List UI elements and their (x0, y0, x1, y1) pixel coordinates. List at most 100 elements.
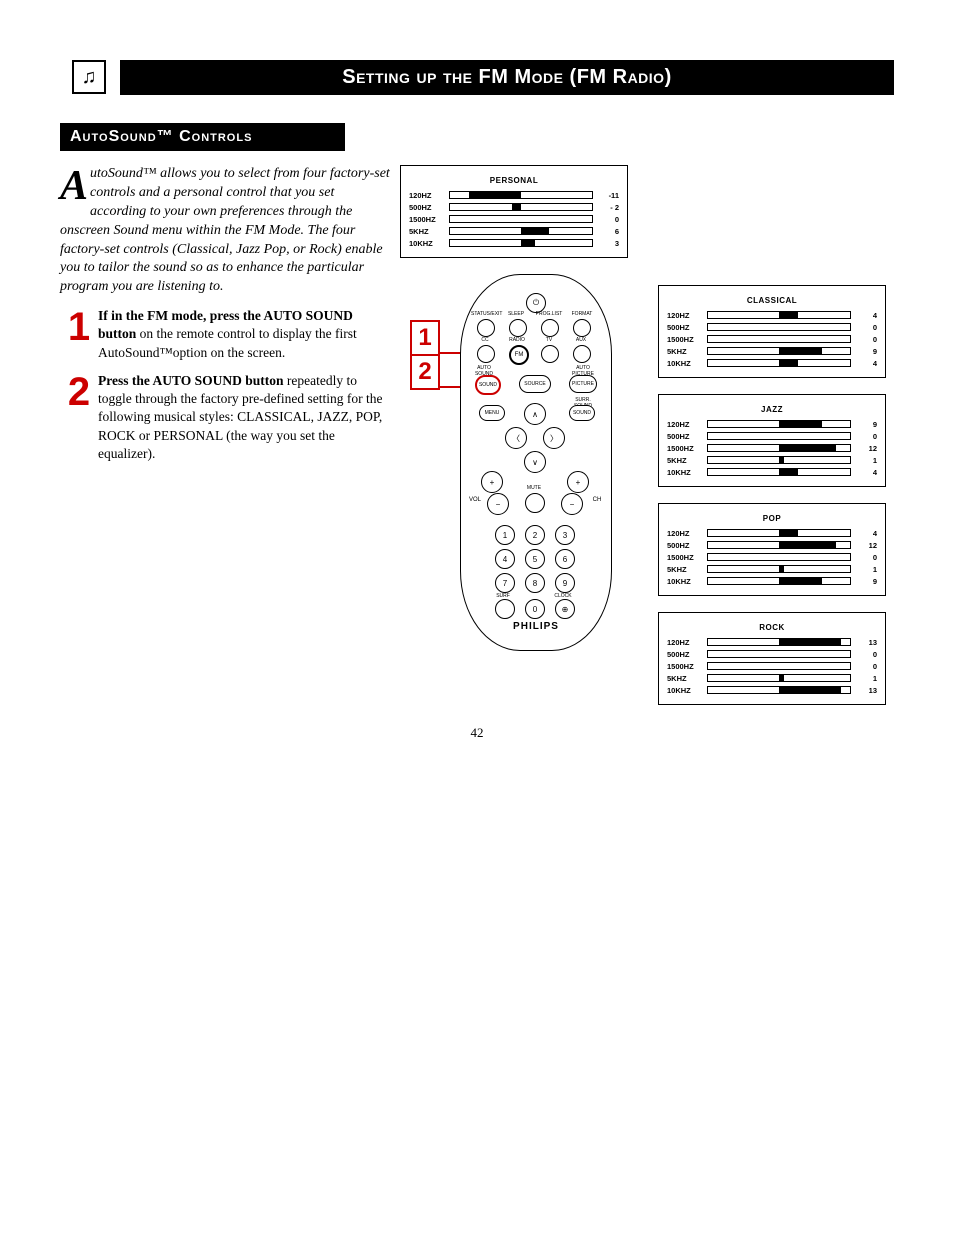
digit-3-button[interactable]: 3 (555, 525, 575, 545)
eq-bar-track (707, 468, 851, 476)
digit-6-button[interactable]: 6 (555, 549, 575, 569)
statusexit-button[interactable] (477, 319, 495, 337)
eq-value: 6 (597, 227, 619, 236)
eq-freq-label: 10KHZ (667, 468, 703, 477)
eq-bar-fill (779, 445, 836, 451)
vol-up-button[interactable]: + (481, 471, 503, 493)
label-aux: AUX (571, 337, 591, 343)
eq-freq-label: 500HZ (409, 203, 445, 212)
eq-row: 120HZ9 (667, 418, 877, 430)
digit-7-button[interactable]: 7 (495, 573, 515, 593)
surrsound-button[interactable]: SOUND (569, 405, 595, 421)
digit-9-button[interactable]: 9 (555, 573, 575, 593)
eq-row: 120HZ -11 (409, 189, 619, 201)
eq-bar-track (449, 191, 593, 199)
right-column: CLASSICAL120HZ4500HZ01500HZ05KHZ910KHZ4 … (658, 165, 886, 721)
cc-button[interactable] (477, 345, 495, 363)
eq-freq-label: 10KHZ (667, 577, 703, 586)
eq-bar-fill (779, 530, 798, 536)
eq-row: 1500HZ0 (667, 660, 877, 672)
callout-2: 2 (410, 354, 440, 390)
autopicture-button[interactable]: PICTURE (569, 375, 597, 393)
eq-row: 1500HZ12 (667, 442, 877, 454)
eq-row: 500HZ- 2 (409, 201, 619, 213)
nav-left-button[interactable]: 〈 (505, 427, 527, 449)
proglist-button[interactable] (541, 319, 559, 337)
eq-freq-label: 500HZ (667, 323, 703, 332)
sleep-button[interactable] (509, 319, 527, 337)
mute-button[interactable] (525, 493, 545, 513)
eq-value: 0 (855, 553, 877, 562)
digit-8-button[interactable]: 8 (525, 573, 545, 593)
power-button[interactable]: ⏻ (526, 293, 546, 313)
eq-freq-label: 120HZ (409, 191, 445, 200)
eq-bar-fill (779, 360, 798, 366)
ch-down-button[interactable]: − (561, 493, 583, 515)
menu-button[interactable]: MENU (479, 405, 505, 421)
eq-bar-track (707, 323, 851, 331)
eq-row: 120HZ 13 (667, 636, 877, 648)
eq-row: 500HZ12 (667, 539, 877, 551)
eq-value: 9 (855, 420, 877, 429)
section-title-bar: AutoSound™ Controls (60, 123, 345, 151)
eq-panel-pop: POP120HZ4500HZ121500HZ05KHZ110KHZ9 (658, 503, 886, 596)
music-note-icon: ♫ (72, 60, 106, 94)
eq-value: 13 (855, 638, 877, 647)
eq-panel-rock: ROCK120HZ13500HZ01500HZ05KHZ110KHZ13 (658, 612, 886, 705)
eq-value: 0 (855, 323, 877, 332)
digit-1-button[interactable]: 1 (495, 525, 515, 545)
radio-button[interactable]: FM (509, 345, 529, 365)
eq-freq-label: 1500HZ (667, 444, 703, 453)
eq-freq-label: 120HZ (667, 529, 703, 538)
vol-down-button[interactable]: − (487, 493, 509, 515)
eq-bar-track (707, 674, 851, 682)
eq-value: -11 (597, 191, 619, 200)
digit-5-button[interactable]: 5 (525, 549, 545, 569)
eq-bar-track (707, 541, 851, 549)
eq-row: 10KHZ 4 (667, 466, 877, 478)
digit-0-button[interactable]: 0 (525, 599, 545, 619)
source-button[interactable]: SOURCE (519, 375, 551, 393)
eq-freq-label: 5KHZ (409, 227, 445, 236)
eq-row: 1500HZ0 (667, 333, 877, 345)
aux-button[interactable] (573, 345, 591, 363)
eq-value: 4 (855, 468, 877, 477)
page: ♫ Setting up the FM Mode (FM Radio) Auto… (0, 0, 954, 761)
eq-bar-fill (779, 566, 784, 572)
eq-value: 4 (855, 529, 877, 538)
autosound-button[interactable]: SOUND (475, 375, 501, 395)
eq-value: 0 (855, 335, 877, 344)
tv-button[interactable] (541, 345, 559, 363)
eq-row: 5KHZ 6 (409, 225, 619, 237)
nav-up-button[interactable]: ∧ (524, 403, 546, 425)
eq-freq-label: 120HZ (667, 638, 703, 647)
format-button[interactable] (573, 319, 591, 337)
page-title-bar: Setting up the FM Mode (FM Radio) (120, 60, 894, 95)
digit-4-button[interactable]: 4 (495, 549, 515, 569)
eq-panel-classical: CLASSICAL120HZ4500HZ01500HZ05KHZ910KHZ4 (658, 285, 886, 378)
eq-bar-fill (779, 687, 841, 693)
eq-panel-personal: PERSONAL120HZ-11500HZ- 21500HZ05KHZ610KH… (400, 165, 628, 258)
eq-bar-fill (469, 192, 521, 198)
eq-row: 10KHZ3 (409, 237, 619, 249)
eq-row: 120HZ4 (667, 309, 877, 321)
eq-value: 3 (597, 239, 619, 248)
eq-bar-track (707, 577, 851, 585)
content-row: A utoSound™ allows you to select from fo… (60, 165, 894, 721)
eq-bar-track (707, 650, 851, 658)
clock-button[interactable]: ⊕ (555, 599, 575, 619)
ch-up-button[interactable]: + (567, 471, 589, 493)
nav-right-button[interactable]: 〉 (543, 427, 565, 449)
eq-bar-track (707, 686, 851, 694)
eq-row: 5KHZ1 (667, 454, 877, 466)
eq-freq-label: 1500HZ (409, 215, 445, 224)
digit-2-button[interactable]: 2 (525, 525, 545, 545)
step-2: 2 Press the AUTO SOUND button repeatedly… (60, 372, 390, 463)
eq-bar-track (707, 444, 851, 452)
surf-button[interactable] (495, 599, 515, 619)
step-2-text: Press the AUTO SOUND button repeatedly t… (98, 372, 390, 463)
nav-down-button[interactable]: ∨ (524, 451, 546, 473)
eq-bar-track (707, 420, 851, 428)
eq-bar-fill (779, 312, 798, 318)
label-radio: RADIO (505, 337, 529, 343)
